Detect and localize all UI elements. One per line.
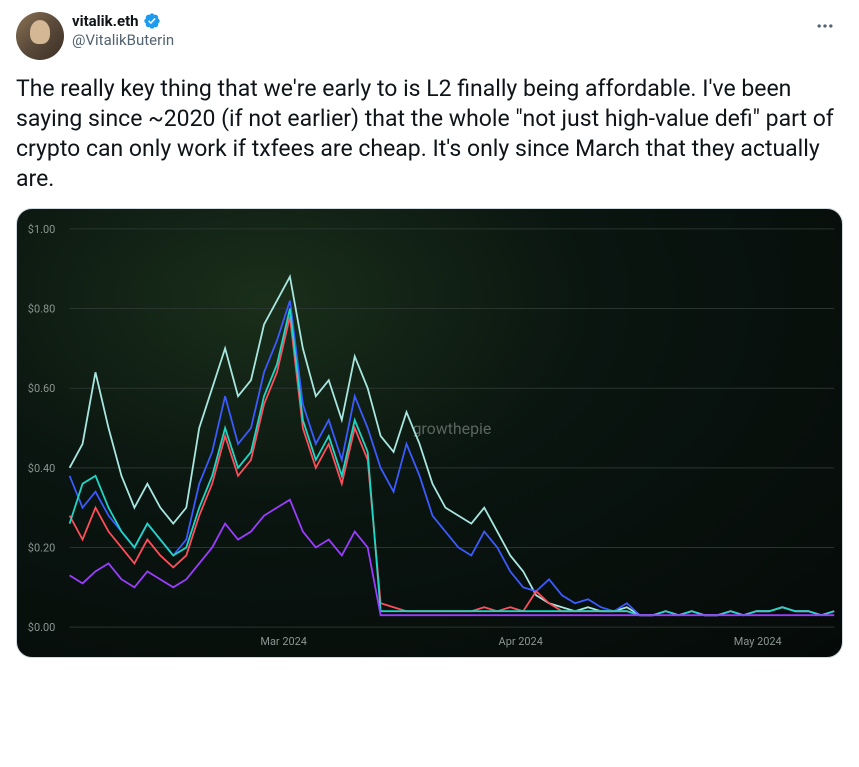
display-name[interactable]: vitalik.eth xyxy=(72,12,139,31)
y-axis-label: $1.00 xyxy=(28,222,55,235)
tweet-text: The really key thing that we're early to… xyxy=(16,74,843,194)
series-red xyxy=(70,316,835,615)
user-name-block: vitalik.eth @VitalikButerin xyxy=(72,12,174,50)
avatar[interactable] xyxy=(16,12,64,60)
y-axis-label: $0.80 xyxy=(28,302,55,315)
x-axis-label: Apr 2024 xyxy=(499,635,543,648)
x-axis-label: Mar 2024 xyxy=(260,635,307,648)
user-handle[interactable]: @VitalikButerin xyxy=(72,31,174,50)
series-teal xyxy=(70,308,835,615)
series-blue xyxy=(70,300,835,615)
tweet-header: vitalik.eth @VitalikButerin xyxy=(16,12,843,60)
verified-badge-icon xyxy=(143,12,161,30)
y-axis-label: $0.20 xyxy=(28,541,55,554)
chart-image[interactable]: $0.00 $0.20 $0.40 $0.60 $0.80 $1.00 growthepie… xyxy=(16,208,843,658)
series-cyan-light xyxy=(70,276,835,614)
more-options-button[interactable] xyxy=(807,12,843,45)
y-axis-label: $0.00 xyxy=(28,621,55,634)
y-axis-label: $0.40 xyxy=(28,461,55,474)
chart-watermark: growthepie xyxy=(412,419,491,438)
y-axis-label: $0.60 xyxy=(28,382,55,395)
x-axis-label: May 2024 xyxy=(734,635,782,648)
line-chart: $0.00 $0.20 $0.40 $0.60 $0.80 $1.00 growthepie… xyxy=(17,209,842,657)
